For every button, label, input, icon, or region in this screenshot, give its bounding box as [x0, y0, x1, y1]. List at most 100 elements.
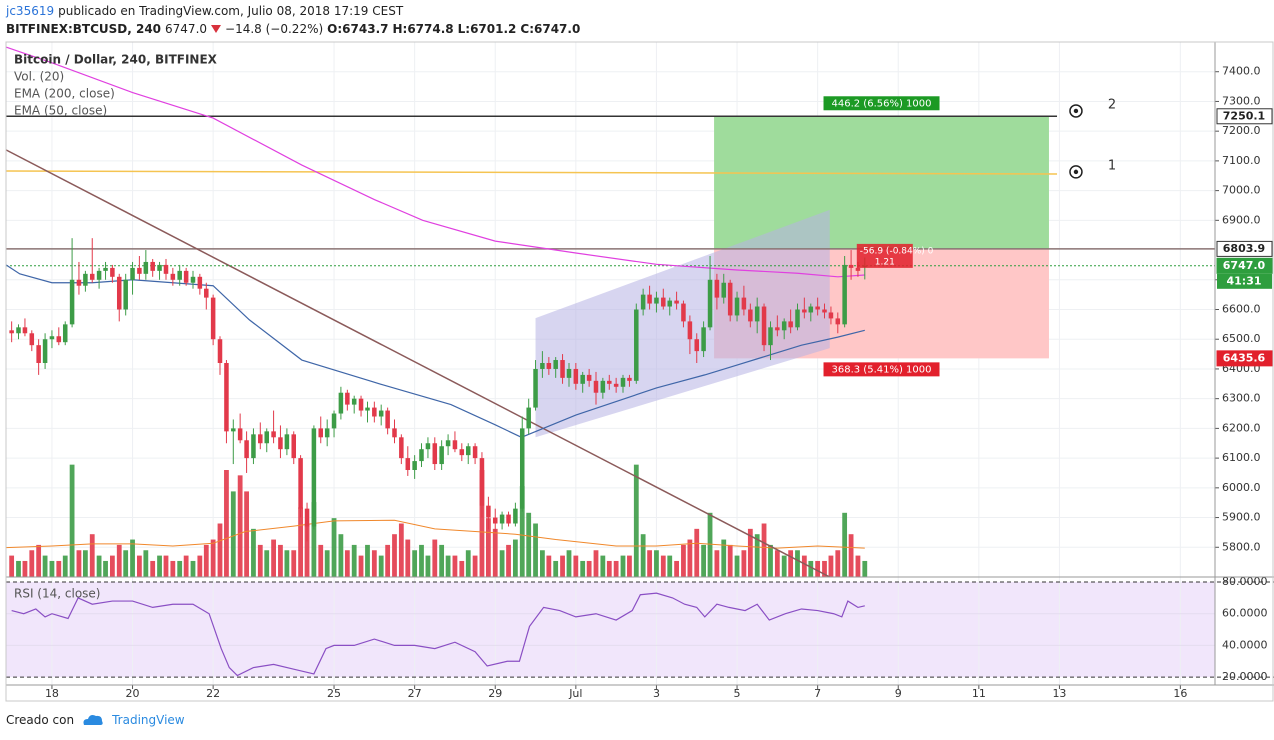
- candle-body: [526, 407, 531, 429]
- footer: Creado con TradingView: [6, 713, 185, 727]
- candle-body: [224, 363, 229, 432]
- volume-bar: [687, 539, 693, 577]
- y-tick-label: 6000.0: [1222, 481, 1261, 494]
- volume-bar: [741, 550, 747, 577]
- volume-bar: [721, 539, 727, 577]
- candle-body: [16, 327, 21, 334]
- volume-bar: [754, 534, 760, 577]
- candle-body: [479, 458, 485, 506]
- volume-bar: [150, 560, 156, 577]
- rsi-tick-label: 40.0000: [1222, 638, 1268, 651]
- candle-body: [795, 309, 800, 328]
- candle-body: [566, 368, 572, 378]
- candle-body: [788, 321, 793, 328]
- volume-bar: [210, 539, 216, 577]
- volume-bar: [244, 491, 249, 577]
- candle-body: [768, 327, 773, 346]
- volume-bar: [103, 560, 108, 577]
- candle-body: [472, 446, 478, 459]
- volume-bar: [432, 539, 438, 577]
- candle-body: [654, 297, 659, 304]
- volume-bar: [553, 560, 559, 577]
- candle-body: [828, 312, 834, 319]
- volume-bar: [472, 555, 478, 577]
- volume-bar: [311, 502, 317, 577]
- x-tick-label: 11: [972, 687, 986, 700]
- candle-body: [237, 428, 243, 441]
- candle-body: [372, 407, 377, 417]
- author: jc35619: [6, 4, 55, 18]
- candle-body: [324, 428, 330, 438]
- header-line-1: jc35619 publicado en TradingView.com, Ju…: [6, 4, 403, 18]
- candle-body: [177, 270, 182, 280]
- volume-bar: [49, 560, 55, 577]
- volume-bar: [506, 544, 511, 577]
- candle-body: [714, 279, 720, 298]
- candle-body: [150, 261, 155, 271]
- volume-bar: [620, 555, 626, 577]
- x-tick-label: 18: [45, 687, 59, 700]
- candle-body: [331, 413, 337, 429]
- legend-entry: Vol. (20): [14, 70, 64, 84]
- candle-body: [49, 336, 55, 340]
- volume-bar: [560, 555, 565, 577]
- volume-bar: [22, 560, 28, 577]
- candle-body: [533, 368, 538, 408]
- candle-body: [143, 261, 149, 274]
- x-tick-label: 27: [408, 687, 422, 700]
- volume-bar: [714, 550, 720, 577]
- volume-bar: [143, 550, 149, 577]
- target-zone: [714, 116, 1049, 249]
- candle-body: [741, 297, 747, 310]
- candle-body: [89, 273, 95, 280]
- volume-bar: [546, 555, 552, 577]
- candle-body: [593, 380, 599, 393]
- candle-body: [56, 336, 62, 343]
- y-tick-label: 6500.0: [1222, 332, 1261, 345]
- rsi-title: RSI (14, close): [14, 587, 100, 601]
- volume-bar: [130, 539, 135, 577]
- low: L:6701.2: [457, 22, 517, 36]
- candle-body: [492, 517, 498, 524]
- candle-body: [754, 306, 760, 322]
- volume-bar: [593, 550, 599, 577]
- ema-200: [5, 46, 865, 278]
- volume-bar: [459, 560, 465, 577]
- y-tick-label: 7100.0: [1222, 154, 1261, 167]
- marker-label: 2: [1108, 97, 1116, 112]
- rsi-tick-label: 80.0000: [1222, 575, 1268, 588]
- candle-body: [311, 428, 317, 527]
- candle-body: [439, 446, 444, 465]
- volume-bar: [734, 555, 740, 577]
- volume-bar: [647, 550, 652, 577]
- candle-body: [734, 297, 740, 316]
- target-label-box: [823, 96, 940, 111]
- pnl-label: -56.9 (-0.84%) 0: [860, 246, 934, 256]
- brand[interactable]: TradingView: [112, 713, 185, 727]
- volume-bar: [533, 523, 538, 577]
- volume-bar: [788, 550, 794, 577]
- volume-ma: [5, 519, 865, 549]
- candle-body: [842, 264, 847, 325]
- candle-body: [445, 440, 451, 447]
- volume-bar: [278, 544, 283, 577]
- stop-label: 368.3 (5.41%) 1000: [832, 364, 932, 375]
- candle-body: [835, 318, 841, 325]
- x-tick-label: 7: [814, 687, 821, 700]
- candle-body: [291, 434, 297, 459]
- candle-body: [130, 267, 135, 280]
- candle-body: [560, 360, 565, 378]
- volume-bar: [667, 555, 673, 577]
- candle-body: [251, 434, 256, 459]
- volume-bar: [485, 518, 491, 577]
- candle-body: [96, 270, 102, 280]
- price-label-box: [1216, 108, 1273, 125]
- candle-body: [399, 437, 404, 459]
- volume-bar: [707, 512, 713, 577]
- candle-body: [345, 392, 350, 405]
- price-label-box: [1216, 240, 1273, 257]
- rsi-line: [11, 592, 865, 677]
- candle-body: [392, 428, 397, 438]
- volume-bar: [439, 544, 445, 577]
